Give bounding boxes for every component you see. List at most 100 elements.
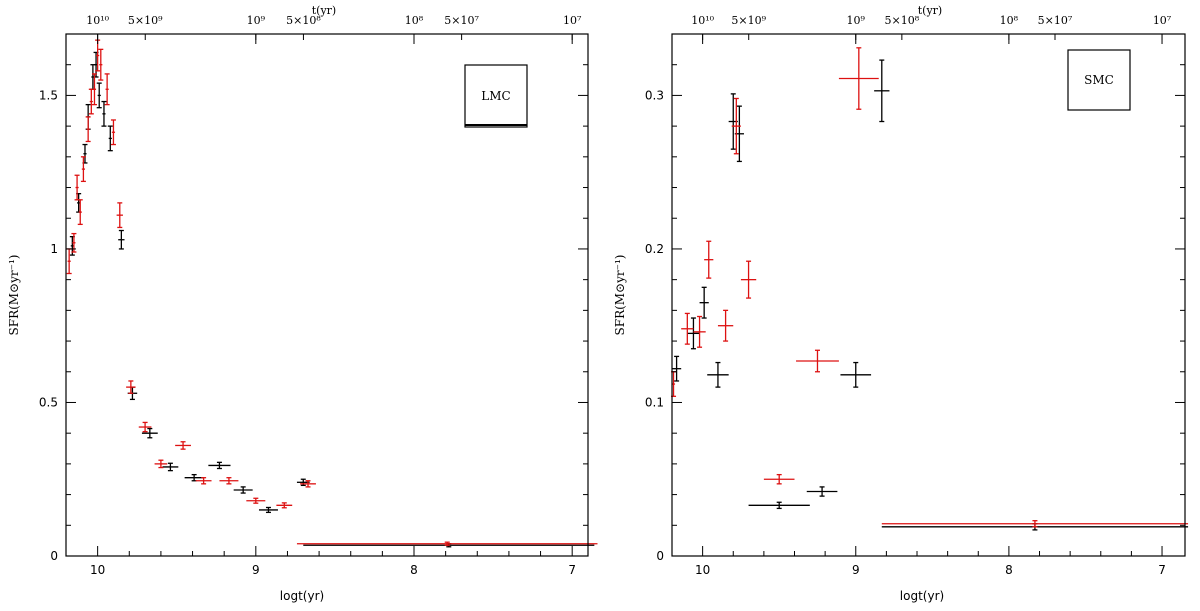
- lmc-top-tick-label: 10⁷: [563, 14, 582, 27]
- smc-top-tick-label: 5×10⁹: [731, 14, 766, 27]
- lmc-errorbar-point: [88, 88, 94, 115]
- lmc-x-tick-label: 10: [90, 563, 105, 577]
- smc-label-frame: [1067, 49, 1131, 111]
- lmc-errorbar-point: [208, 461, 231, 470]
- lmc-errorbar-point: [195, 477, 212, 485]
- smc-top-tick-label: 10⁸: [1000, 14, 1019, 27]
- lmc-errorbar-point: [162, 462, 179, 472]
- lmc-errorbar-point: [300, 480, 316, 488]
- lmc-y-tick-label: 1.5: [39, 88, 58, 102]
- lmc-label: LMC: [481, 89, 510, 103]
- smc-panel: 10 9 8 7 0 0.1 0.2 0.3 10¹⁰ 5×10⁹ 10⁹ 5×10⁸ 10⁸ 5×10⁷…: [613, 4, 1189, 603]
- lmc-y-tick-label: 0: [50, 549, 58, 563]
- lmc-top-tick-label: 5×10⁹: [128, 14, 163, 27]
- smc-label: SMC: [1084, 73, 1114, 87]
- lmc-errorbar-point: [66, 248, 72, 275]
- lmc-label-frame: [464, 64, 528, 128]
- smc-errorbar-point: [672, 355, 682, 382]
- lmc-data-marks: [66, 39, 598, 548]
- smc-errorbar-point: [699, 286, 709, 319]
- lmc-errorbar-point: [175, 441, 191, 450]
- lmc-x-tick-label: 7: [568, 563, 576, 577]
- smc-label-box: SMC: [1067, 49, 1131, 111]
- lmc-errorbar-point: [276, 502, 293, 509]
- lmc-top-axis-title: t(yr): [312, 4, 336, 17]
- lmc-top-tick-label: 5×10⁷: [444, 14, 479, 27]
- lmc-errorbar-point: [80, 156, 86, 183]
- lmc-top-tick-label: 10⁹: [247, 14, 266, 27]
- lmc-ticks: 10 9 8 7 0 0.5 1 1.5 10¹⁰ 5×10⁹ 10⁹ 5×10⁸ 10⁸ 5×10⁷ 10…: [39, 14, 588, 577]
- lmc-errorbar-point: [110, 119, 116, 146]
- lmc-plot-frame: [65, 33, 589, 557]
- smc-errorbar-point: [763, 473, 795, 485]
- lmc-x-tick-label: 8: [410, 563, 418, 577]
- lmc-top-tick-label: 5×10⁸: [286, 14, 321, 27]
- lmc-errorbar-point: [98, 48, 104, 81]
- lmc-errorbar-point: [101, 100, 107, 127]
- lmc-errorbar-point: [246, 497, 266, 504]
- smc-errorbar-point: [881, 520, 1189, 528]
- smc-errorbar-point: [681, 312, 694, 345]
- smc-top-tick-label: 10⁹: [847, 14, 866, 27]
- lmc-top-tick-label: 10¹⁰: [86, 14, 109, 27]
- smc-errorbar-point: [704, 240, 714, 279]
- smc-errorbar-point: [840, 361, 872, 388]
- lmc-x-tick-label: 9: [252, 563, 260, 577]
- smc-y-tick-label: 0.2: [645, 242, 664, 256]
- lmc-errorbar-point: [104, 73, 110, 106]
- smc-errorbar-point: [731, 97, 741, 155]
- lmc-label-box: LMC: [464, 64, 528, 128]
- lmc-errorbar-point: [138, 421, 152, 433]
- lmc-errorbar-point: [85, 116, 91, 143]
- smc-y-axis-title: SFR(M⊙yr⁻¹): [613, 255, 627, 336]
- smc-top-tick-label: 5×10⁸: [885, 14, 920, 27]
- smc-errorbar-point: [796, 349, 839, 373]
- smc-x-tick-label: 7: [1158, 563, 1166, 577]
- lmc-errorbar-point: [107, 125, 113, 152]
- smc-errorbar-point: [687, 317, 700, 350]
- smc-ticks: 10 9 8 7 0 0.1 0.2 0.3 10¹⁰ 5×10⁹ 10⁹ 5×10⁸ 10⁸ 5×10⁷…: [645, 14, 1185, 577]
- lmc-errorbar-point: [233, 486, 253, 494]
- smc-errorbar-point: [717, 309, 734, 342]
- lmc-errorbar-point: [126, 380, 136, 394]
- smc-errorbar-point: [806, 486, 838, 497]
- lmc-errorbar-point: [116, 202, 123, 229]
- smc-top-tick-label: 10¹⁰: [691, 14, 714, 27]
- lmc-errorbar-point: [141, 427, 158, 439]
- smc-x-tick-label: 9: [852, 563, 860, 577]
- lmc-errorbar-point: [296, 541, 598, 546]
- smc-errorbar-point: [838, 47, 879, 110]
- smc-plot-frame: [671, 33, 1186, 557]
- lmc-errorbar-point: [219, 477, 239, 485]
- smc-errorbar-point: [740, 260, 757, 299]
- smc-x-tick-label: 10: [695, 563, 710, 577]
- smc-x-tick-label: 8: [1005, 563, 1013, 577]
- lmc-y-axis-title: SFR(M⊙yr⁻¹): [7, 255, 21, 336]
- lmc-panel: 10 9 8 7 0 0.5 1 1.5 10¹⁰ 5×10⁹ 10⁹ 5×10⁸ 10⁸ 5×10⁷ 10…: [7, 4, 598, 603]
- lmc-errorbar-point: [96, 82, 102, 109]
- lmc-top-tick-label: 10⁸: [405, 14, 424, 27]
- smc-errorbar-point: [693, 315, 706, 348]
- smc-errorbar-point: [728, 93, 738, 150]
- lmc-y-tick-label: 1: [50, 242, 58, 256]
- smc-y-tick-label: 0.1: [645, 395, 664, 409]
- smc-top-tick-label: 5×10⁷: [1038, 14, 1073, 27]
- smc-y-tick-label: 0: [656, 549, 664, 563]
- lmc-errorbar-point: [258, 506, 278, 514]
- smc-x-axis-title: logt(yr): [900, 589, 944, 603]
- lmc-errorbar-point: [154, 459, 168, 469]
- lmc-errorbar-point: [91, 73, 97, 106]
- smc-errorbar-point: [874, 59, 890, 123]
- lmc-y-tick-label: 0.5: [39, 395, 58, 409]
- lmc-errorbar-point: [118, 229, 125, 250]
- smc-errorbar-point: [707, 361, 729, 388]
- smc-top-tick-label: 10⁷: [1153, 14, 1172, 27]
- smc-errorbar-point: [748, 501, 810, 510]
- lmc-errorbar-point: [77, 199, 83, 226]
- lmc-errorbar-point: [95, 39, 101, 72]
- lmc-x-axis-title: logt(yr): [280, 589, 324, 603]
- smc-data-marks: [671, 47, 1189, 531]
- lmc-errorbar-point: [184, 473, 204, 482]
- smc-y-tick-label: 0.3: [645, 88, 664, 102]
